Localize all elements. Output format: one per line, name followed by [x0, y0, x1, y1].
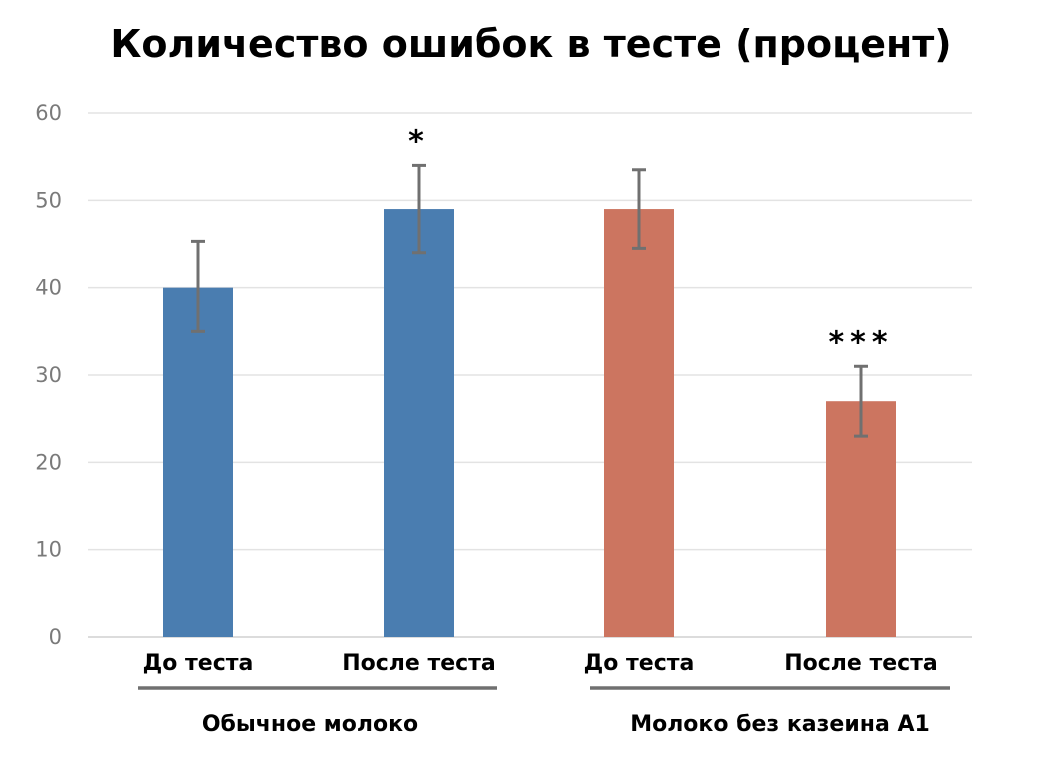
x-tick-label: После теста [784, 651, 938, 676]
y-tick-label: 10 [35, 538, 62, 562]
x-tick-label: До теста [584, 651, 695, 676]
y-tick-label: 40 [35, 276, 62, 300]
error-bar [412, 163, 426, 255]
bar [826, 401, 896, 637]
bar [604, 209, 674, 638]
bar [384, 209, 454, 638]
error-bar [854, 364, 868, 438]
x-tick-label: До теста [143, 651, 254, 676]
error-bars [191, 163, 868, 438]
x-tick-label: После теста [342, 651, 496, 676]
y-tick-label: 60 [35, 101, 62, 125]
significance-mark: *** [828, 325, 893, 360]
bar [163, 287, 233, 637]
group-label: Обычное молоко [202, 712, 418, 737]
y-tick-label: 0 [49, 625, 62, 649]
x-axis-ticks: До теста После теста До теста После теста [143, 651, 938, 676]
chart-title: Количество ошибок в тесте (процент) [110, 22, 952, 66]
gridlines [88, 112, 972, 638]
significance-marks: **** [408, 124, 893, 360]
error-bar [632, 168, 646, 250]
group-labels: Обычное молоко Молоко без казеина А1 [138, 686, 950, 737]
group-label: Молоко без казеина А1 [630, 712, 930, 737]
y-tick-label: 20 [35, 450, 62, 474]
y-axis-ticks: 0 10 20 30 40 50 60 [35, 101, 62, 649]
y-tick-label: 50 [35, 188, 62, 212]
significance-mark: * [408, 124, 430, 159]
y-tick-label: 30 [35, 363, 62, 387]
bars [163, 209, 896, 638]
error-bar [191, 239, 205, 333]
